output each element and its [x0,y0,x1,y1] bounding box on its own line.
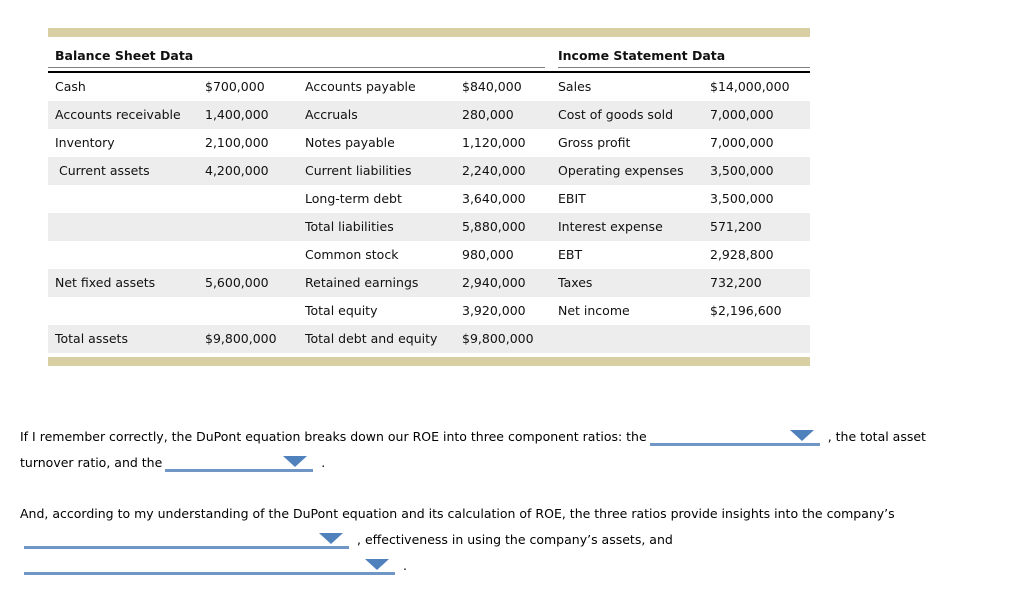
row-value: 3,640,000 [462,191,526,206]
row-label: Total equity [305,303,378,318]
q2-line1-text: And, according to my understanding of th… [20,506,895,521]
row-value: 1,400,000 [205,107,269,122]
table-row: Current assets 4,200,000 Current liabiliti… [48,157,810,185]
row-value: 7,000,000 [710,107,774,122]
row-label: Total debt and equity [305,331,438,346]
row-label: Accruals [305,107,358,122]
table-row: Total equity 3,920,000 Net income $2,196,60… [48,297,810,325]
dropdown-roe-component-ratio-2[interactable] [165,454,314,472]
dropdown-roe-component-ratio-1[interactable] [649,428,820,446]
row-value: 3,500,000 [710,163,774,178]
row-value: 2,100,000 [205,135,269,150]
table-row: Accounts receivable 1,400,000 Accruals 280,… [48,101,810,129]
table-header-row: Balance Sheet Data Income Statement Data [48,42,810,73]
question-line: turnover ratio, and the. [20,450,926,476]
row-value: $9,800,000 [205,331,277,346]
row-label: Current liabilities [305,163,412,178]
table-row: Inventory 2,100,000 Notes payable 1,120,000… [48,129,810,157]
q2-line3-text-after: . [403,558,407,573]
question-line: And, according to my understanding of th… [20,501,895,527]
dropdown-arrow-icon [283,456,308,467]
row-label: Notes payable [305,135,395,150]
row-value: 2,940,000 [462,275,526,290]
row-value: 571,200 [710,219,762,234]
row-label: Taxes [558,275,593,290]
q1-line2-text-after: . [321,455,326,470]
row-label: Gross profit [558,135,631,150]
question-line: If I remember correctly, the DuPont equa… [20,424,926,450]
table-row: Cash $700,000 Accounts payable $840,000 Sale… [48,73,810,101]
row-label: Net fixed assets [55,275,156,290]
row-label: Cost of goods sold [558,107,674,122]
row-label: Accounts payable [305,79,416,94]
table-row: Long-term debt 3,640,000 EBIT 3,500,000 [48,185,810,213]
row-value: 4,200,000 [205,163,269,178]
dropdown-insight-ratio-2[interactable] [24,557,395,575]
row-value: $840,000 [462,79,522,94]
question-paragraph-2: And, according to my understanding of th… [20,501,895,579]
row-label: Total liabilities [305,219,394,234]
q1-line1-text-after: , the total asset [827,429,926,444]
row-value: $700,000 [205,79,265,94]
row-label: Common stock [305,247,399,262]
row-label: Operating expenses [558,163,684,178]
question-paragraph-1: If I remember correctly, the DuPont equa… [20,424,926,476]
row-value: $2,196,600 [710,303,782,318]
q1-line1-text-before: If I remember correctly, the DuPont equa… [20,429,647,444]
dropdown-insight-ratio-1[interactable] [24,531,349,549]
dropdown-arrow-icon [789,430,814,441]
row-value: 2,240,000 [462,163,526,178]
table-top-border-bar [48,28,810,37]
row-label: Long-term debt [305,191,402,206]
table-rows: Cash $700,000 Accounts payable $840,000 Sale… [48,73,810,353]
row-label: Sales [558,79,592,94]
table-bottom-border-bar [48,357,810,366]
row-label: Current assets [55,163,150,178]
q1-line2-text-before: turnover ratio, and the [20,455,163,470]
dropdown-arrow-icon [365,559,389,570]
row-label: Cash [55,79,86,94]
question-line: , effectiveness in using the company’s a… [20,527,895,553]
row-label: Total assets [55,331,128,346]
row-label: EBIT [558,191,586,206]
row-label: Inventory [55,135,115,150]
table-row: Net fixed assets 5,600,000 Retained earnin… [48,269,810,297]
table-row: Common stock 980,000 EBT 2,928,800 [48,241,810,269]
row-value: 3,500,000 [710,191,774,206]
table-row: Total assets $9,800,000 Total debt and equ… [48,325,810,353]
row-label: Interest expense [558,219,663,234]
row-label: Net income [558,303,630,318]
row-value: 5,600,000 [205,275,269,290]
row-value: $9,800,000 [462,331,534,346]
table-row: Total liabilities 5,880,000 Interest expen… [48,213,810,241]
row-value: 7,000,000 [710,135,774,150]
row-value: 3,920,000 [462,303,526,318]
row-value: 2,928,800 [710,247,774,262]
dropdown-arrow-icon [319,533,343,544]
row-value: 732,200 [710,275,762,290]
row-value: 980,000 [462,247,514,262]
income-statement-header: Income Statement Data [558,42,810,68]
question-line: . [20,553,895,579]
balance-sheet-header: Balance Sheet Data [48,42,545,68]
row-value: $14,000,000 [710,79,790,94]
row-label: EBT [558,247,583,262]
row-value: 1,120,000 [462,135,526,150]
financial-data-table: Balance Sheet Data Income Statement Data… [48,28,810,366]
row-value: 280,000 [462,107,514,122]
q2-line2-text-after: , effectiveness in using the company’s a… [357,532,673,547]
row-label: Accounts receivable [55,107,181,122]
row-label: Retained earnings [305,275,419,290]
row-value: 5,880,000 [462,219,526,234]
